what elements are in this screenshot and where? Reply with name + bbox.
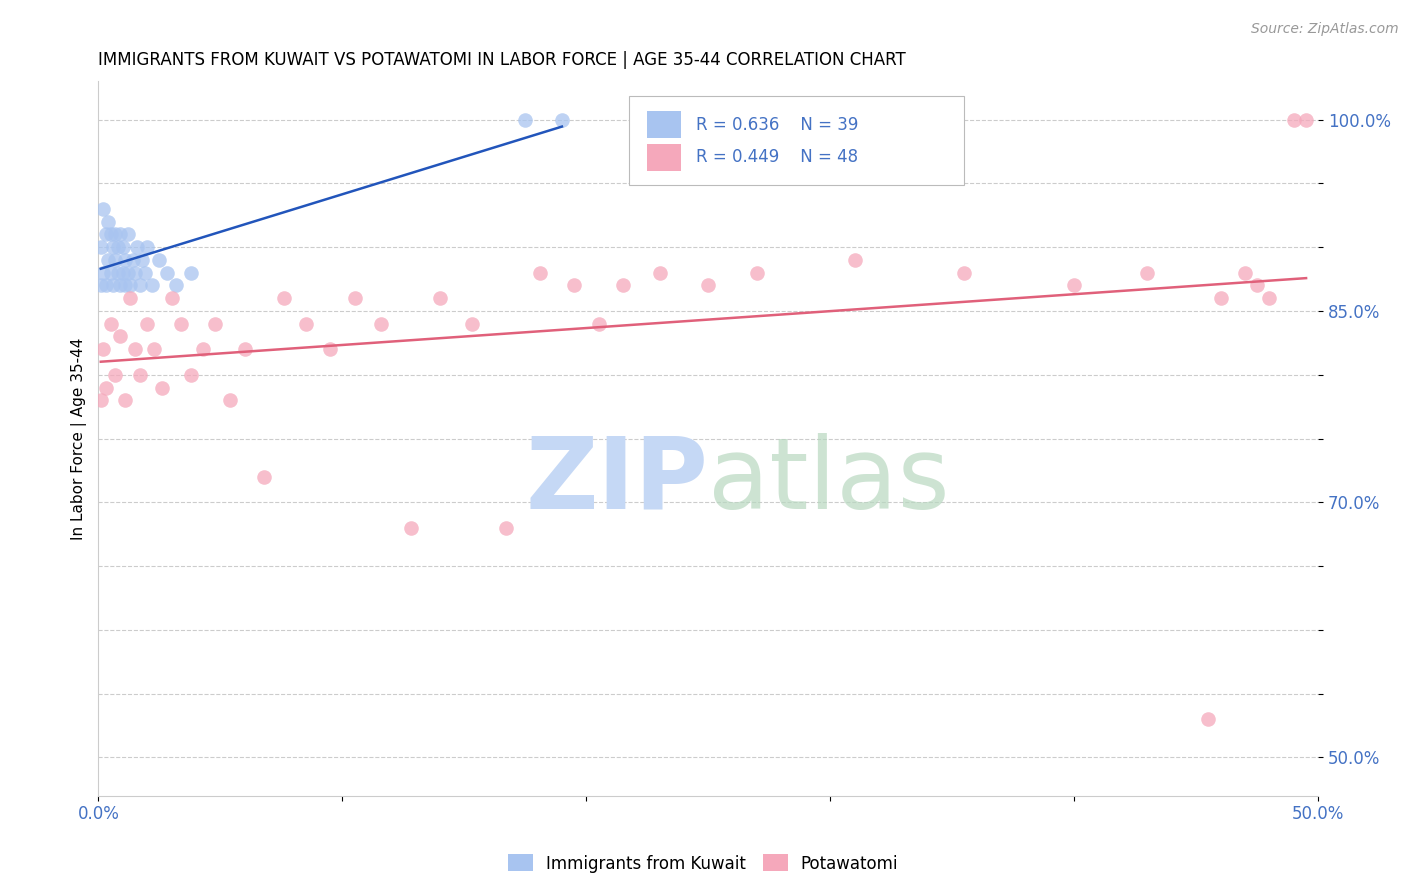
Point <box>148 252 170 267</box>
Text: ZIP: ZIP <box>526 433 709 530</box>
Point <box>114 393 136 408</box>
Point <box>1198 712 1220 726</box>
Point <box>104 227 127 242</box>
Point <box>111 266 134 280</box>
Point <box>697 278 720 293</box>
Point <box>131 252 153 267</box>
Point <box>294 317 316 331</box>
Point <box>128 368 150 382</box>
Point <box>100 317 122 331</box>
Point <box>180 368 202 382</box>
Point <box>612 278 634 293</box>
Point <box>170 317 193 331</box>
Point <box>101 240 124 254</box>
Point <box>1295 112 1317 127</box>
Point <box>94 380 117 394</box>
Point <box>91 343 114 357</box>
Point <box>150 380 173 394</box>
Text: R = 0.636    N = 39: R = 0.636 N = 39 <box>696 116 859 134</box>
Point <box>91 266 114 280</box>
FancyBboxPatch shape <box>628 95 965 185</box>
Point <box>953 266 976 280</box>
Point <box>136 317 159 331</box>
Point <box>94 278 117 293</box>
Point <box>429 291 451 305</box>
Point <box>127 240 149 254</box>
Point <box>120 291 142 305</box>
Point <box>141 278 163 293</box>
Point <box>156 266 179 280</box>
Point <box>107 240 129 254</box>
Point <box>97 215 120 229</box>
Text: R = 0.449    N = 48: R = 0.449 N = 48 <box>696 148 858 166</box>
Point <box>1282 112 1305 127</box>
Point <box>110 278 132 293</box>
Point <box>111 240 134 254</box>
Point <box>114 278 136 293</box>
FancyBboxPatch shape <box>647 112 682 138</box>
Point <box>134 266 156 280</box>
Point <box>124 343 146 357</box>
Point <box>128 278 150 293</box>
Legend: Immigrants from Kuwait, Potawatomi: Immigrants from Kuwait, Potawatomi <box>501 847 905 880</box>
Point <box>160 291 183 305</box>
FancyBboxPatch shape <box>647 144 682 170</box>
Point <box>97 252 120 267</box>
Point <box>110 329 132 343</box>
Point <box>107 266 129 280</box>
Point <box>1258 291 1281 305</box>
Point <box>588 317 610 331</box>
Point <box>253 470 276 484</box>
Text: Source: ZipAtlas.com: Source: ZipAtlas.com <box>1251 22 1399 37</box>
Point <box>551 112 574 127</box>
Point <box>100 227 122 242</box>
Point <box>120 278 142 293</box>
Y-axis label: In Labor Force | Age 35-44: In Labor Force | Age 35-44 <box>72 337 87 540</box>
Point <box>745 266 768 280</box>
Text: atlas: atlas <box>709 433 950 530</box>
Point <box>121 252 143 267</box>
Point <box>1063 278 1085 293</box>
Point <box>114 252 136 267</box>
Point <box>399 521 422 535</box>
Point <box>1209 291 1232 305</box>
Point <box>233 343 256 357</box>
Point <box>90 393 112 408</box>
Point <box>143 343 166 357</box>
Point <box>91 202 114 216</box>
Point <box>193 343 215 357</box>
Text: IMMIGRANTS FROM KUWAIT VS POTAWATOMI IN LABOR FORCE | AGE 35-44 CORRELATION CHAR: IMMIGRANTS FROM KUWAIT VS POTAWATOMI IN … <box>98 51 905 69</box>
Point <box>90 240 112 254</box>
Point <box>495 521 517 535</box>
Point <box>319 343 342 357</box>
Point <box>1234 266 1257 280</box>
Point <box>529 266 551 280</box>
Point <box>515 112 537 127</box>
Point <box>460 317 482 331</box>
Point <box>136 240 159 254</box>
Point <box>273 291 295 305</box>
Point <box>204 317 226 331</box>
Point <box>165 278 187 293</box>
Point <box>1136 266 1159 280</box>
Point <box>124 266 146 280</box>
Point <box>844 252 866 267</box>
Point <box>1246 278 1268 293</box>
Point <box>90 278 112 293</box>
Point <box>101 278 124 293</box>
Point <box>100 266 122 280</box>
Point <box>104 252 127 267</box>
Point <box>104 368 127 382</box>
Point <box>110 227 132 242</box>
Point <box>648 266 671 280</box>
Point <box>343 291 366 305</box>
Point <box>94 227 117 242</box>
Point <box>117 227 139 242</box>
Point <box>370 317 392 331</box>
Point <box>219 393 242 408</box>
Point <box>562 278 585 293</box>
Point <box>180 266 202 280</box>
Point <box>117 266 139 280</box>
